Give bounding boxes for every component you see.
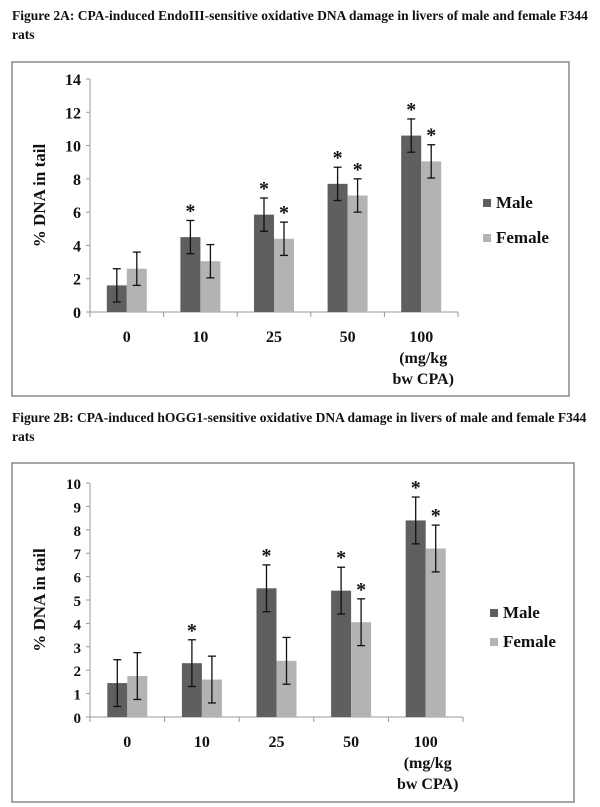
legend-label-male: Male <box>496 193 533 212</box>
significance-asterisk: * <box>262 545 272 567</box>
significance-asterisk: * <box>431 505 441 527</box>
x-unit-label: bw CPA) <box>392 371 453 388</box>
bar-female <box>274 238 294 312</box>
y-tick-label: 7 <box>74 547 82 563</box>
significance-asterisk: * <box>426 125 436 147</box>
x-tick-label: 50 <box>343 734 359 751</box>
significance-asterisk: * <box>333 147 343 169</box>
bar-male <box>256 588 277 717</box>
figure-2a-title: Figure 2A: CPA-induced EndoIII-sensitive… <box>12 8 588 42</box>
y-tick-label: 9 <box>74 500 82 516</box>
bar-female <box>425 548 446 717</box>
legend-swatch-female <box>490 638 498 646</box>
significance-asterisk: * <box>356 579 366 601</box>
y-axis-label: % DNA in tail <box>30 144 49 248</box>
figure-2b-title: Figure 2B: CPA-induced hOGG1-sensitive o… <box>12 410 587 444</box>
significance-asterisk: * <box>185 200 195 222</box>
y-tick-label: 10 <box>66 477 81 493</box>
y-tick-label: 6 <box>74 571 82 587</box>
y-tick-label: 1 <box>74 688 82 704</box>
bar-male <box>180 237 201 312</box>
bar-male <box>405 520 426 717</box>
legend-label-male: Male <box>503 603 540 622</box>
x-tick-label: 10 <box>192 329 208 346</box>
significance-asterisk: * <box>336 547 346 569</box>
significance-asterisk: * <box>187 620 197 642</box>
bar-male <box>254 214 274 312</box>
y-tick-label: 4 <box>73 238 81 255</box>
chart-2a: 0 2 4 6 8 10 12 14 % DNA in tail 0 10 * 25 * * 50 * * 100 (… <box>11 61 570 397</box>
x-unit-label: (mg/kg <box>404 755 452 772</box>
x-tick-label: 100 <box>414 734 438 751</box>
y-tick-label: 14 <box>65 72 81 89</box>
y-tick-label: 12 <box>65 105 81 122</box>
x-tick-label: 0 <box>123 734 131 751</box>
y-tick-label: 4 <box>74 617 82 633</box>
y-tick-label: 0 <box>73 305 81 322</box>
significance-asterisk: * <box>279 202 289 224</box>
x-tick-label: 25 <box>266 329 282 346</box>
x-tick-label: 0 <box>123 329 131 346</box>
y-tick-label: 10 <box>65 139 81 156</box>
bar-male <box>181 663 202 717</box>
legend-label-female: Female <box>503 632 556 651</box>
y-axis-label: % DNA in tail <box>30 548 49 652</box>
bar-female <box>351 622 372 717</box>
y-tick-label: 2 <box>73 272 81 289</box>
x-tick-label: 10 <box>194 734 210 751</box>
bar-male <box>401 135 422 312</box>
chart-frame <box>11 61 570 397</box>
x-unit-label: bw CPA) <box>397 776 458 793</box>
y-tick-label: 0 <box>74 711 82 727</box>
significance-asterisk: * <box>353 159 363 181</box>
bar-male <box>331 590 352 717</box>
bar-female <box>421 161 442 312</box>
y-tick-label: 2 <box>74 664 82 680</box>
bar-male <box>327 183 348 312</box>
x-tick-label: 100 <box>409 329 433 346</box>
y-tick-label: 8 <box>73 172 81 189</box>
bar-female <box>276 660 297 717</box>
chart-2b: 0 1 2 3 4 5 6 7 8 9 10 % DNA in tail 0 10 * 25 * 50 * * 100 (… <box>11 462 575 803</box>
bar-female <box>126 268 147 312</box>
significance-asterisk: * <box>259 178 269 200</box>
x-unit-label: (mg/kg <box>399 350 447 367</box>
significance-asterisk: * <box>406 99 416 121</box>
legend-swatch-male <box>483 199 491 207</box>
legend-swatch-male <box>490 609 498 617</box>
y-tick-label: 3 <box>74 641 82 657</box>
x-tick-label: 50 <box>340 329 356 346</box>
y-tick-label: 8 <box>74 524 82 540</box>
bar-female <box>200 261 221 312</box>
y-tick-label: 5 <box>74 594 82 610</box>
bar-female <box>347 195 368 312</box>
legend-label-female: Female <box>496 228 549 247</box>
chart-frame <box>11 462 575 803</box>
significance-asterisk: * <box>411 477 421 499</box>
x-tick-label: 25 <box>269 734 285 751</box>
y-tick-label: 6 <box>73 205 81 222</box>
legend-swatch-female <box>483 234 491 242</box>
